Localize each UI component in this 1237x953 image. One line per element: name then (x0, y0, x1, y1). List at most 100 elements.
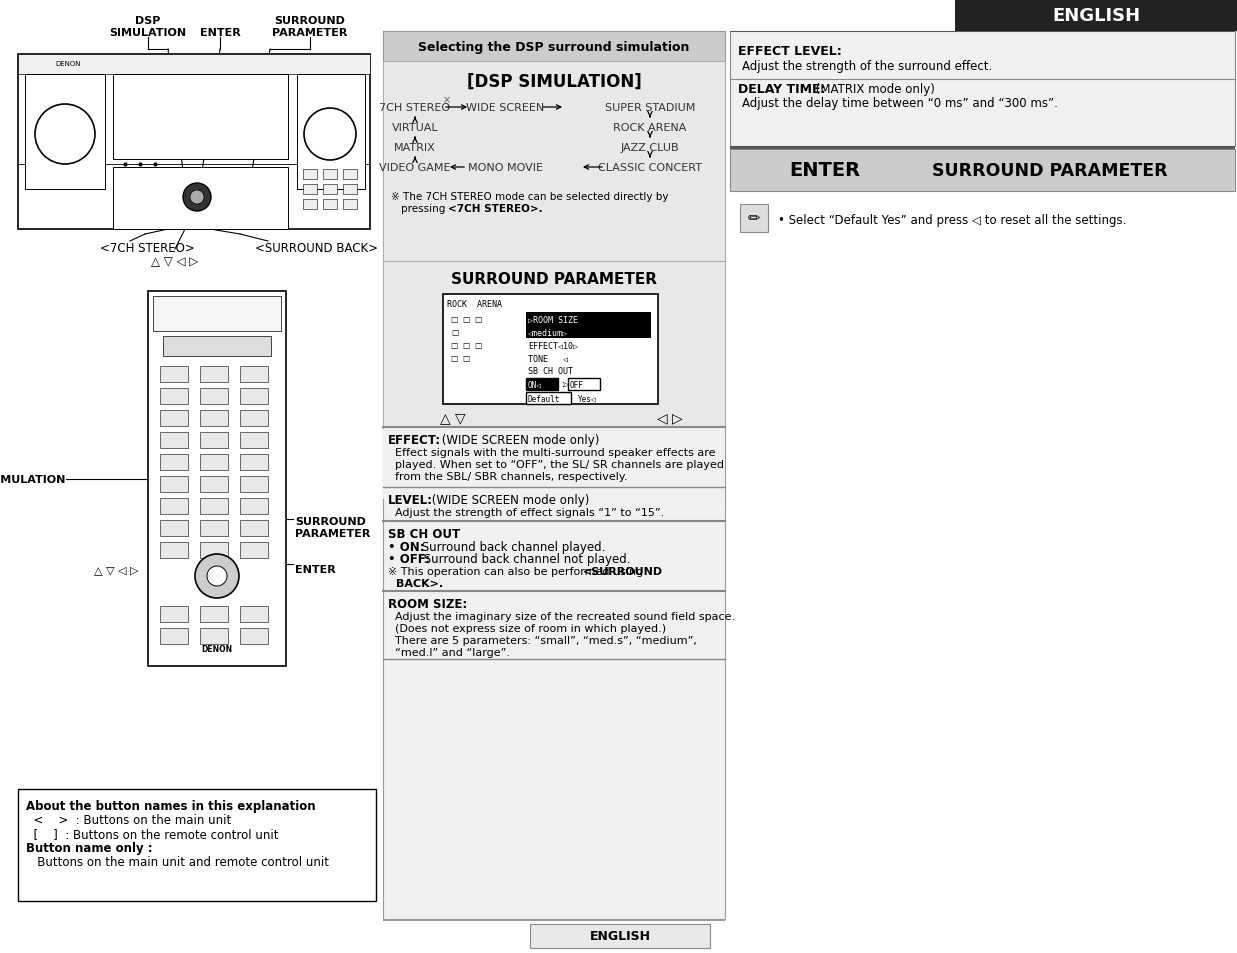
Text: played. When set to “OFF”, the SL/ SR channels are played: played. When set to “OFF”, the SL/ SR ch… (395, 459, 724, 470)
Text: WIDE SCREEN: WIDE SCREEN (466, 103, 544, 112)
Bar (526, 326, 651, 338)
Bar (730, 32, 1235, 33)
Bar (443, 294, 658, 405)
Bar (303, 200, 317, 210)
Text: (Does not express size of room in which played.): (Does not express size of room in which … (395, 623, 667, 634)
Text: □  □  □: □ □ □ (452, 314, 482, 324)
Bar (568, 378, 600, 391)
Text: (WIDE SCREEN mode only): (WIDE SCREEN mode only) (438, 434, 600, 447)
Text: DSP
SIMULATION: DSP SIMULATION (109, 16, 187, 38)
Text: Effect signals with the multi-surround speaker effects are: Effect signals with the multi-surround s… (395, 448, 715, 457)
Bar (160, 542, 188, 558)
Text: ENGLISH: ENGLISH (590, 929, 651, 943)
Circle shape (183, 184, 212, 212)
Bar (240, 520, 268, 537)
Text: (WIDE SCREEN mode only): (WIDE SCREEN mode only) (428, 494, 589, 506)
Bar (200, 411, 228, 427)
Text: Surround back channel played.: Surround back channel played. (418, 540, 605, 554)
Bar (19, 55, 370, 75)
Text: About the button names in this explanation: About the button names in this explanati… (26, 800, 315, 812)
Text: Default: Default (528, 395, 560, 403)
Bar (730, 32, 1235, 147)
Bar (160, 498, 188, 515)
Text: [DSP SIMULATION]: [DSP SIMULATION] (466, 73, 641, 91)
Text: [    ]  : Buttons on the remote control unit: [ ] : Buttons on the remote control unit (26, 827, 278, 841)
Text: ※ The 7CH STEREO mode can be selected directly by: ※ The 7CH STEREO mode can be selected di… (391, 192, 668, 202)
Text: ROCK  ARENA: ROCK ARENA (447, 299, 502, 309)
Text: BACK>.: BACK>. (396, 578, 443, 588)
Circle shape (35, 105, 95, 165)
Bar (19, 55, 370, 230)
Bar (240, 411, 268, 427)
Bar (19, 789, 376, 901)
Text: ROCK ARENA: ROCK ARENA (614, 123, 687, 132)
Bar (383, 62, 725, 262)
Text: :▷: :▷ (560, 380, 569, 389)
Bar (323, 170, 336, 180)
Bar (240, 498, 268, 515)
Bar (730, 32, 1235, 919)
Text: There are 5 parameters: “small”, “med.s”, “medium”,: There are 5 parameters: “small”, “med.s”… (395, 636, 696, 645)
Text: ◁medium▷: ◁medium▷ (528, 328, 568, 337)
Text: SURROUND PARAMETER: SURROUND PARAMETER (452, 273, 657, 287)
Text: OFF: OFF (570, 380, 584, 389)
Text: 7CH STEREO: 7CH STEREO (380, 103, 450, 112)
Bar (200, 367, 228, 382)
Bar (526, 393, 571, 405)
Circle shape (195, 555, 239, 598)
Text: ※ This operation can also be performed using: ※ This operation can also be performed u… (388, 566, 647, 577)
Text: DSP SIMULATION: DSP SIMULATION (0, 475, 66, 484)
Text: ▷ROOM SIZE: ▷ROOM SIZE (528, 315, 578, 324)
Bar (160, 520, 188, 537)
Text: DENON: DENON (54, 61, 80, 67)
Bar (955, 0, 1237, 32)
Text: EFFECT:: EFFECT: (388, 434, 442, 447)
Text: “med.l” and “large”.: “med.l” and “large”. (395, 647, 510, 658)
Text: Surround back channel not played.: Surround back channel not played. (421, 553, 631, 565)
Bar (303, 185, 317, 194)
Text: □  □  □: □ □ □ (452, 340, 482, 350)
Circle shape (304, 109, 356, 161)
Bar (240, 476, 268, 493)
Text: ON◁: ON◁ (528, 380, 542, 389)
Bar (240, 628, 268, 644)
Bar (240, 455, 268, 471)
Text: ENGLISH: ENGLISH (1051, 7, 1141, 25)
Bar (200, 476, 228, 493)
Bar (240, 606, 268, 622)
Bar (160, 411, 188, 427)
Bar (163, 336, 271, 356)
Text: Selecting the DSP surround simulation: Selecting the DSP surround simulation (418, 40, 690, 53)
Text: Button name only :: Button name only : (26, 841, 152, 854)
Text: <7CH STEREO>.: <7CH STEREO>. (448, 204, 543, 213)
Text: • ON:: • ON: (388, 540, 424, 554)
Text: ✏: ✏ (747, 212, 761, 226)
Text: □  □: □ □ (452, 354, 470, 363)
Text: □: □ (452, 328, 458, 336)
Bar (160, 367, 188, 382)
Bar (303, 170, 317, 180)
Text: <SURROUND: <SURROUND (583, 566, 663, 577)
Bar (200, 455, 228, 471)
Bar (343, 200, 357, 210)
Bar (383, 32, 725, 62)
Text: VIDEO GAME: VIDEO GAME (380, 163, 450, 172)
Text: ENTER: ENTER (294, 564, 335, 575)
Text: SB CH OUT: SB CH OUT (528, 367, 573, 376)
Bar (200, 520, 228, 537)
Text: Yes◁: Yes◁ (578, 395, 596, 403)
Bar (240, 433, 268, 449)
Text: △ ▽: △ ▽ (440, 411, 466, 424)
Bar (240, 542, 268, 558)
Bar (383, 430, 725, 499)
Bar (113, 168, 288, 230)
Bar (383, 262, 725, 427)
Text: Adjust the imaginary size of the recreated sound field space.: Adjust the imaginary size of the recreat… (395, 612, 735, 621)
Text: • OFF:: • OFF: (388, 553, 430, 565)
Bar (730, 147, 1235, 150)
Text: MATRIX: MATRIX (395, 143, 435, 152)
Bar (200, 498, 228, 515)
Text: LEVEL:: LEVEL: (388, 494, 433, 506)
Bar (113, 75, 288, 160)
Bar (529, 924, 710, 948)
